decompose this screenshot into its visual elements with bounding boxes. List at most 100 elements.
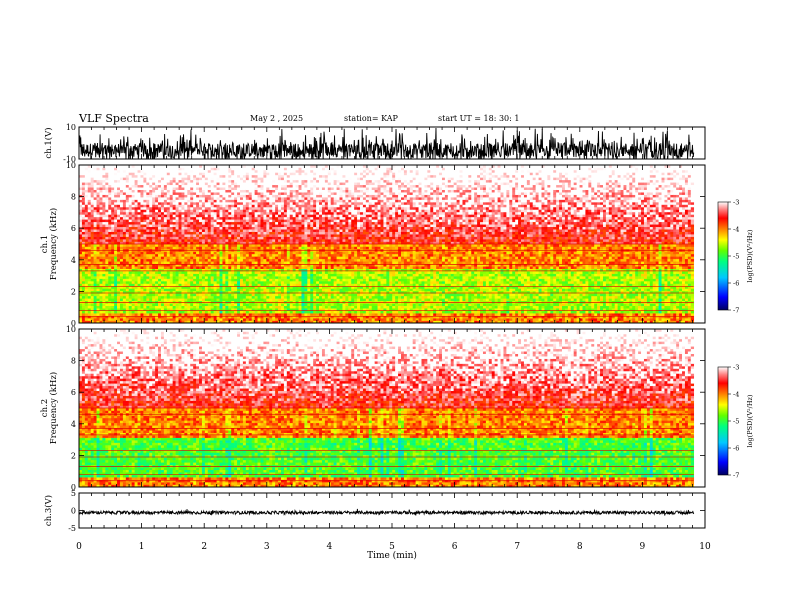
ch1_spectrogram-cell <box>79 189 83 193</box>
ch1_spectrogram-cell <box>105 293 109 297</box>
ch1_spectrogram-cell <box>90 219 94 223</box>
ch1_spectrogram-cell <box>96 276 100 279</box>
ch1_spectrogram-cell <box>254 194 258 198</box>
ch1_spectrogram-cell <box>295 261 299 265</box>
ch1_spectrogram-cell <box>79 197 83 200</box>
ch1_spectrogram-cell <box>225 172 229 176</box>
ch1_spectrogram-cell <box>204 298 209 302</box>
ch1_spectrogram-cell <box>289 172 293 176</box>
ch1_spectrogram-cell <box>149 172 153 176</box>
ch1_spectrogram-cell <box>237 184 241 188</box>
ch1_spectrogram-cell <box>119 288 124 292</box>
ch1_spectrogram-cell <box>228 206 232 210</box>
ch1_spectrogram-cell <box>111 236 115 240</box>
ch1_spectrogram-cell <box>266 236 270 240</box>
ch1_spectrogram-cell <box>251 261 255 265</box>
ch1_spectrogram-cell <box>278 211 282 215</box>
ch1_spectrogram-cell <box>172 174 176 178</box>
ch1_spectrogram-cell <box>102 285 106 289</box>
ch1_spectrogram-cell <box>213 182 217 186</box>
ch1_spectrogram-cell <box>79 305 83 309</box>
ch1_spectrogram-cell <box>96 320 100 324</box>
ch1_spectrogram-cell <box>146 206 150 210</box>
ch1_spectrogram-cell <box>213 305 217 309</box>
ch1_spectrogram-cell <box>219 246 223 250</box>
ch1_spectrogram-cell <box>240 211 244 215</box>
ch1_spectrogram-cell <box>99 177 103 181</box>
ch1_spectrogram-cell <box>84 179 89 183</box>
ch1_spectrogram-cell <box>175 273 179 277</box>
ch1_spectrogram-cell <box>184 209 188 213</box>
ch1_spectrogram-cell <box>237 192 241 195</box>
ch1_spectrogram-cell <box>225 310 229 314</box>
ch1_spectrogram-cell <box>199 308 203 311</box>
ch1_spectrogram-cell <box>240 261 244 265</box>
ch1_spectrogram-cell <box>163 261 168 265</box>
ch1_spectrogram-cell <box>228 244 232 247</box>
ch1_spectrogram-cell <box>79 318 83 321</box>
ch1_spectrogram-cell <box>225 268 229 272</box>
ch1_spectrogram-cell <box>289 165 293 168</box>
ch1_spectrogram-cell <box>105 174 109 178</box>
ch1_spectrogram-cell <box>160 169 165 173</box>
ch1_spectrogram-cell <box>251 263 255 267</box>
ch1_spectrogram-cell <box>128 187 132 190</box>
ch1_spectrogram-cell <box>295 271 299 274</box>
ch1_spectrogram-cell <box>143 197 147 200</box>
ch1_spectrogram-cell <box>242 313 247 316</box>
ch1_spectrogram-cell <box>178 239 182 242</box>
ch1_spectrogram-cell <box>152 214 156 218</box>
ch1_spectrogram-cell <box>158 174 162 178</box>
ch1_spectrogram-cell <box>155 229 159 232</box>
ch1_spectrogram-cell <box>131 197 135 200</box>
ch1_spectrogram-cell <box>272 283 276 287</box>
ch1_spectrogram-cell <box>301 298 305 302</box>
ch1_spectrogram-cell <box>245 305 250 309</box>
ch1_spectrogram-cell <box>251 165 255 168</box>
ch1_spectrogram-cell <box>96 263 100 267</box>
ch1_spectrogram-cell <box>128 295 132 299</box>
ch1_spectrogram-cell <box>237 199 241 203</box>
ch1_spectrogram-cell <box>237 295 241 299</box>
ch1_spectrogram-cell <box>286 288 291 292</box>
ch1_spectrogram-cell <box>275 204 279 208</box>
ch1_spectrogram-cell <box>146 219 150 223</box>
ch1_spectrogram-cell <box>190 182 194 186</box>
ch1_spectrogram-cell <box>196 256 200 260</box>
ch1_spectrogram-cell <box>81 318 86 321</box>
ch1_spectrogram-cell <box>213 192 217 195</box>
ch1_spectrogram-cell <box>79 206 83 210</box>
ch1_spectrogram-cell <box>199 236 203 240</box>
ch1_spectrogram-cell <box>234 189 238 193</box>
ch1_spectrogram-cell <box>213 313 217 316</box>
ch1_spectrogram-cell <box>231 258 235 262</box>
ch1_spectrogram-cell <box>128 209 132 213</box>
ch1_spectrogram-cell <box>199 229 203 232</box>
ch1_spectrogram-cell <box>298 229 302 232</box>
ch1_spectrogram-cell <box>187 206 191 210</box>
ch1_spectrogram-cell <box>122 239 127 242</box>
ch1_spectrogram-cell <box>155 308 159 311</box>
ch1_spectrogram-cell <box>160 219 165 223</box>
ch1_spectrogram-cell <box>155 206 159 210</box>
ch1_spectrogram-cell <box>84 320 89 324</box>
ch1_spectrogram-cell <box>111 189 115 193</box>
ch1_spectrogram-cell <box>166 229 171 232</box>
ch1_spectrogram-cell <box>84 182 89 186</box>
ch1_spectrogram-cell <box>269 221 273 225</box>
ch1_spectrogram-cell <box>90 288 94 292</box>
ch1_spectrogram-cell <box>213 256 217 260</box>
ch1_spectrogram-cell <box>213 167 217 171</box>
ch1_spectrogram-cell <box>172 310 176 314</box>
ch1_spectrogram-cell <box>283 219 288 223</box>
ch1_spectrogram-cell <box>90 179 94 183</box>
ch1_spectrogram-cell <box>196 209 200 213</box>
ch1_spectrogram-cell <box>193 174 197 178</box>
ch1_spectrogram-cell <box>201 295 206 299</box>
ch1_spectrogram-cell <box>122 194 127 198</box>
ch1_spectrogram-cell <box>181 231 185 235</box>
ch1_spectrogram-cell <box>81 236 86 240</box>
ch1_spectrogram-cell <box>102 214 106 218</box>
ch1_spectrogram-cell <box>286 246 291 250</box>
